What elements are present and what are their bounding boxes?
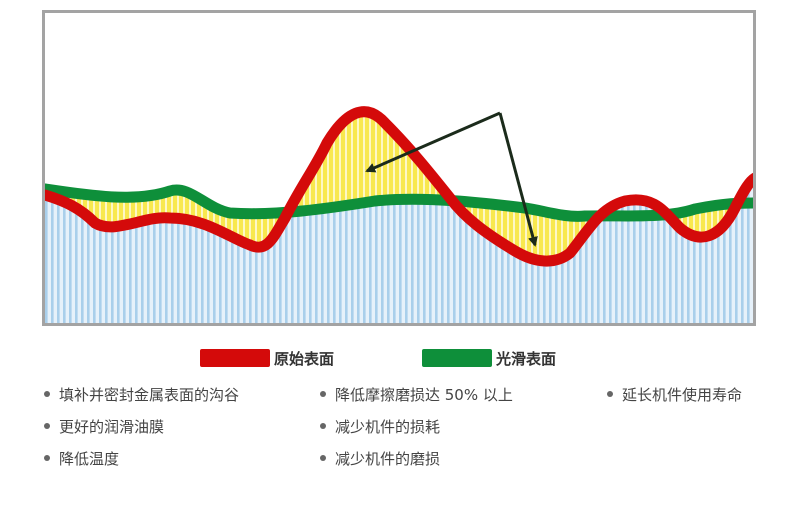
original-surface-line: [45, 106, 753, 267]
surface-diagram: [42, 10, 756, 326]
legend-green-swatch: [422, 349, 492, 367]
legend-red-swatch: [200, 349, 270, 367]
legend-smooth-label: 光滑表面: [496, 349, 557, 368]
surface-profile-illustration: [45, 106, 753, 323]
bullet-dot-icon: [320, 422, 326, 429]
benefit-item: 降低摩擦磨损达 50% 以上: [320, 384, 513, 405]
bullet-dot-icon: [607, 390, 613, 397]
benefit-item: 减少机件的损耗: [320, 416, 440, 437]
benefit-item: 更好的润滑油膜: [44, 416, 164, 437]
benefit-item: 减少机件的磨损: [320, 448, 440, 469]
bullet-dot-icon: [44, 454, 50, 461]
benefit-item: 填补并密封金属表面的沟谷: [44, 384, 239, 405]
bullet-dot-icon: [44, 422, 50, 429]
bullet-dot-icon: [44, 390, 50, 397]
arrow-to-valley: [498, 112, 538, 247]
metal-substrate-region: [45, 111, 753, 323]
legend-original-label: 原始表面: [274, 349, 335, 368]
bullet-dot-icon: [320, 454, 326, 461]
arrow-to-peak: [365, 111, 501, 173]
benefit-item: 延长机件使用寿命: [607, 384, 742, 405]
benefit-item: 降低温度: [44, 448, 119, 469]
legend-smooth-surface: 光滑表面: [422, 347, 556, 369]
bullet-dot-icon: [320, 390, 326, 397]
legend-original-surface: 原始表面: [200, 347, 334, 369]
